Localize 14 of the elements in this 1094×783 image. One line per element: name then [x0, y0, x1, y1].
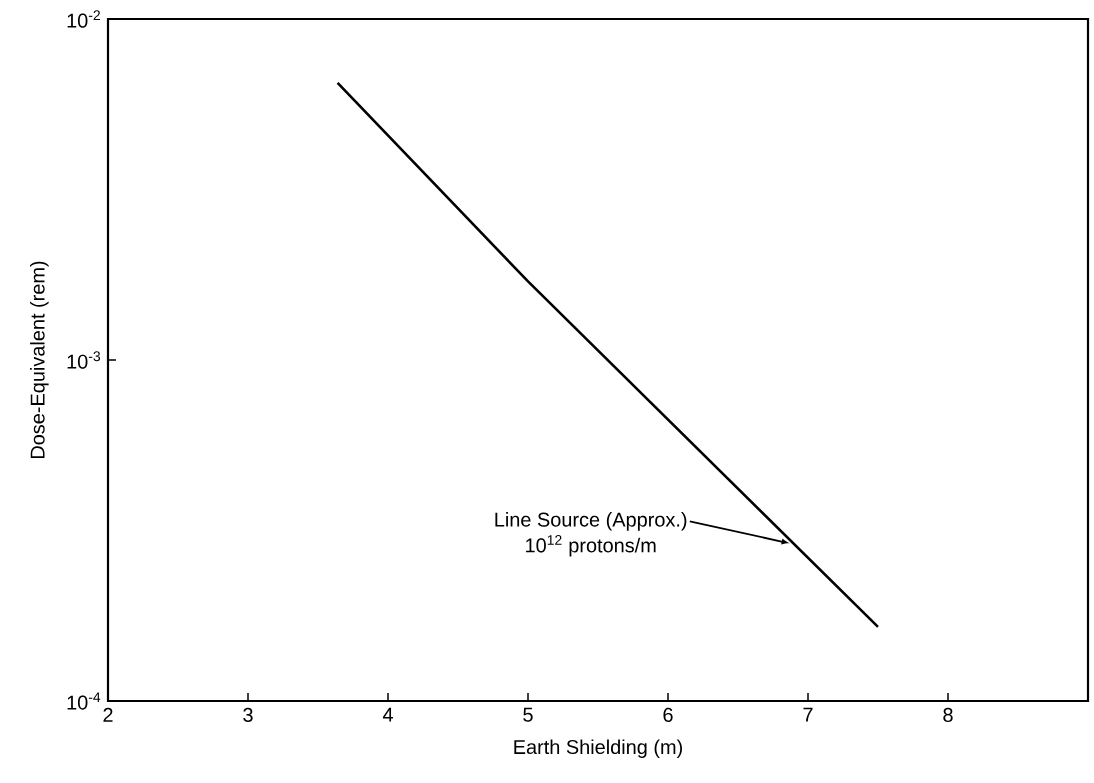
x-tick-label: 2: [103, 707, 113, 722]
x-tick-label: 3: [243, 707, 253, 722]
y-tick-label: 10$^{-2}$: [67, 10, 100, 28]
y-tick-label: 10$^{-3}$: [67, 351, 101, 369]
x-tick-label: 6: [663, 707, 673, 722]
y-axis-title: Dose-Equivalent (rem): [30, 261, 49, 459]
x-tick-label: 5: [523, 707, 533, 722]
x-tick-label: 8: [943, 707, 953, 722]
annotation: 10$^{12}$ protons/m: [526, 535, 656, 557]
x-tick-label: 4: [382, 707, 393, 722]
y-tick-label: 10$^{-4}$: [67, 692, 101, 710]
x-axis-title: Earth Shielding (m): [514, 739, 682, 759]
x-tick-label: 7: [803, 707, 813, 722]
annotation: Line Source (Approx.): [495, 512, 687, 531]
